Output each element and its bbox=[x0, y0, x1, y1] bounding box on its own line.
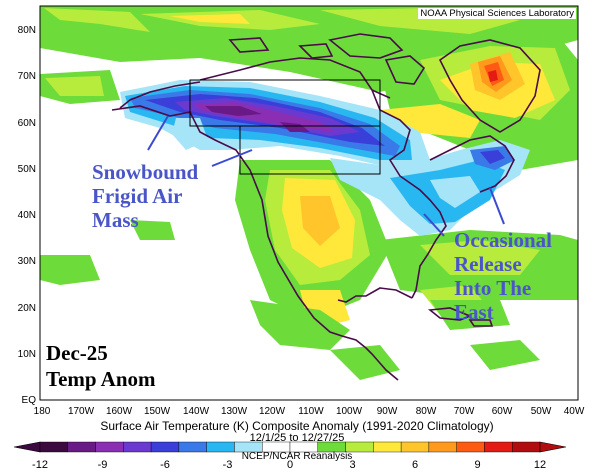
lat-label: 10N bbox=[18, 349, 36, 360]
annotation-right-line: East bbox=[454, 300, 494, 324]
lon-label: 170W bbox=[68, 406, 95, 417]
lon-label: 70W bbox=[454, 406, 475, 417]
corner-label-line: Dec-25 bbox=[46, 341, 108, 365]
lat-label: 30N bbox=[18, 256, 36, 267]
annotation-left-line: Frigid Air bbox=[92, 184, 183, 208]
lon-label: 140W bbox=[183, 406, 210, 417]
corner-label: Dec-25 Temp Anom bbox=[46, 340, 156, 392]
arrow-right-1 bbox=[423, 213, 445, 237]
lon-label: 120W bbox=[259, 406, 286, 417]
lon-label: 50W bbox=[531, 406, 552, 417]
colorbar-tick-label: -6 bbox=[160, 459, 170, 471]
colorbar-tick-label: 12 bbox=[534, 459, 546, 471]
lat-label: 50N bbox=[18, 164, 36, 175]
colorbar-tick-label: -9 bbox=[98, 459, 108, 471]
colorbar: -12 -9 -6 -3 0 3 6 9 12 bbox=[13, 441, 567, 471]
axis-frame bbox=[39, 5, 579, 401]
annotation-left-line: Snowbound bbox=[92, 160, 199, 184]
colorbar-tick-label: -3 bbox=[223, 459, 233, 471]
annotation-left-line: Mass bbox=[92, 208, 139, 232]
annotation-right: Occasional Release Into The East bbox=[454, 228, 552, 324]
lon-label: 150W bbox=[144, 406, 171, 417]
arrow-right-2 bbox=[489, 187, 505, 225]
lon-label: 160W bbox=[106, 406, 133, 417]
annotation-right-line: Occasional bbox=[454, 228, 552, 252]
longitude-labels: 180 170W 160W 150W 140W 130W 120W 110W 1… bbox=[34, 406, 585, 417]
map-title: Surface Air Temperature (K) Composite An… bbox=[100, 419, 494, 433]
lat-label: 70N bbox=[18, 71, 36, 82]
anomaly-fields bbox=[40, 6, 578, 380]
annotation-right-line: Into The bbox=[454, 276, 532, 300]
latitude-labels: 80N 70N 60N 50N 40N 30N 20N 10N EQ bbox=[18, 25, 37, 406]
colorbar-tick-label: -12 bbox=[32, 459, 48, 471]
lat-label: 40N bbox=[18, 210, 36, 221]
colorbar-tick-label: 6 bbox=[412, 459, 418, 471]
colorbar-tick-label: 3 bbox=[349, 459, 355, 471]
date-range: 12/1/25 to 12/27/25 bbox=[249, 432, 345, 444]
credit-label: NOAA Physical Sciences Laboratory bbox=[418, 8, 576, 19]
arrow-left-1 bbox=[147, 115, 169, 151]
lat-label: 80N bbox=[18, 25, 36, 36]
data-source: NCEP/NCAR Reanalysis bbox=[241, 451, 353, 462]
colorbar-tick-label: 0 bbox=[287, 459, 293, 471]
lon-label: 80W bbox=[416, 406, 437, 417]
annotation-right-line: Release bbox=[454, 252, 522, 276]
arrow-left-2 bbox=[211, 149, 253, 167]
coastlines bbox=[111, 33, 541, 381]
lon-label: 90W bbox=[377, 406, 398, 417]
region-boxes bbox=[189, 79, 381, 175]
lon-label: 40W bbox=[564, 406, 585, 417]
lon-label: 110W bbox=[298, 406, 324, 417]
lon-label: 60W bbox=[492, 406, 513, 417]
colorbar-end-high bbox=[539, 441, 567, 453]
lat-label: 20N bbox=[18, 303, 36, 314]
lon-label: 180 bbox=[34, 406, 51, 417]
lon-label: 130W bbox=[221, 406, 248, 417]
annotation-arrows bbox=[147, 115, 505, 237]
lon-label: 100W bbox=[336, 406, 363, 417]
colorbar-tick-label: 9 bbox=[474, 459, 480, 471]
corner-label-line: Temp Anom bbox=[46, 367, 156, 391]
annotation-left: Snowbound Frigid Air Mass bbox=[92, 160, 198, 232]
lat-label: 60N bbox=[18, 118, 36, 129]
lat-label: EQ bbox=[22, 395, 37, 406]
